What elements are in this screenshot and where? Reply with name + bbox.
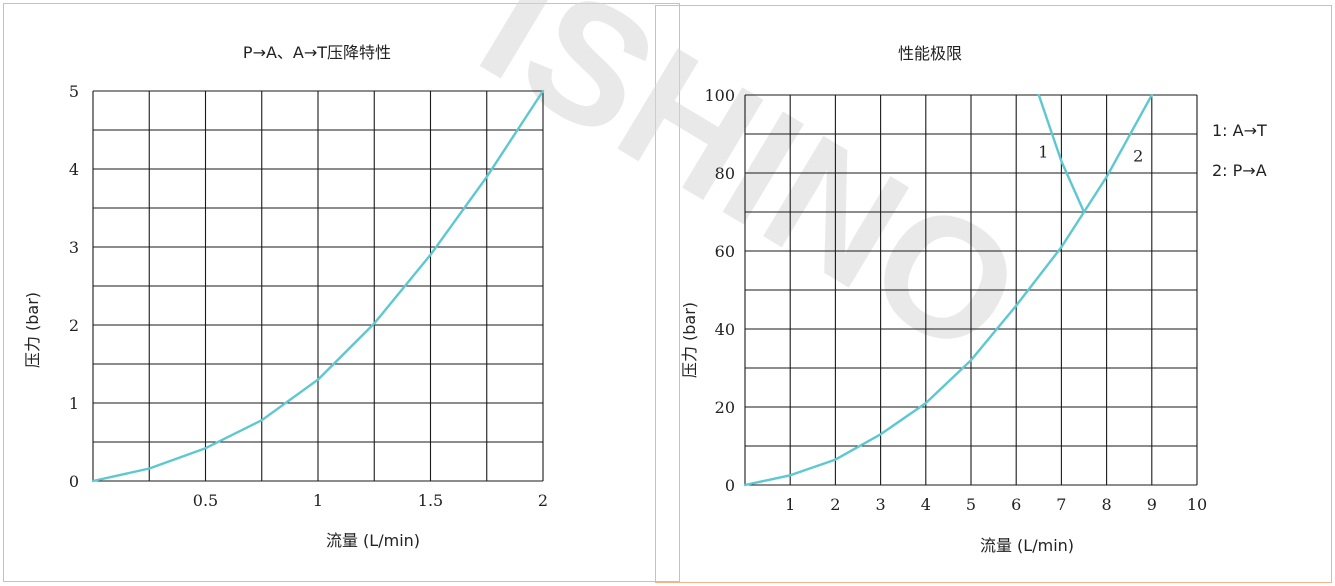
x-tick-label: 10	[1187, 495, 1207, 514]
x-tick-label: 5	[966, 495, 976, 514]
series-line-2	[743, 93, 1154, 487]
right-chart-legend-item-1: 1: A→T	[1212, 121, 1267, 140]
right-chart-grid	[744, 94, 1198, 486]
x-tick-label: 1	[313, 491, 323, 510]
curve-label-1: 1	[1038, 142, 1048, 161]
left-chart-grid	[92, 90, 544, 482]
x-tick-label: 7	[1056, 495, 1066, 514]
chart-panel-left	[3, 3, 680, 582]
y-tick-label: 4	[69, 160, 79, 179]
y-tick-label: 0	[725, 476, 735, 495]
x-tick-label: 2	[538, 491, 548, 510]
right-chart-series	[743, 93, 1154, 487]
y-tick-label: 20	[715, 398, 735, 417]
x-tick-label: 3	[876, 495, 886, 514]
x-tick-label: 0.5	[193, 491, 218, 510]
left-chart-xlabel: 流量 (L/min)	[326, 531, 420, 550]
y-tick-label: 1	[69, 394, 79, 413]
y-tick-label: 3	[69, 238, 79, 257]
x-tick-label: 8	[1102, 495, 1112, 514]
y-tick-label: 5	[69, 82, 79, 101]
x-tick-label: 6	[1011, 495, 1021, 514]
left-chart-ylabel: 压力 (bar)	[23, 292, 42, 368]
series-line-1	[1037, 93, 1086, 214]
right-chart-title: 性能极限	[898, 44, 962, 63]
x-tick-label: 9	[1147, 495, 1157, 514]
y-tick-label: 40	[715, 320, 735, 339]
y-tick-label: 2	[69, 316, 79, 335]
x-tick-label: 1	[785, 495, 795, 514]
x-tick-label: 2	[830, 495, 840, 514]
y-tick-label: 80	[715, 164, 735, 183]
y-tick-label: 0	[69, 472, 79, 491]
left-chart-series	[91, 89, 545, 483]
left-chart-ticks: 0.5 1 1.5 2 0 1 2 3 4 5	[69, 82, 548, 510]
right-chart-ylabel: 压力 (bar)	[680, 302, 699, 378]
x-tick-label: 1.5	[418, 491, 443, 510]
chart-panel-right	[655, 5, 1332, 583]
right-chart-legend-item-2: 2: P→A	[1212, 161, 1267, 180]
y-tick-label: 60	[715, 242, 735, 261]
x-tick-label: 4	[921, 495, 931, 514]
right-chart-xlabel: 流量 (L/min)	[980, 536, 1074, 555]
series-line-1	[91, 89, 545, 483]
left-chart-title: P→A、A→T压降特性	[243, 43, 391, 62]
y-tick-label: 100	[704, 86, 735, 105]
curve-label-2: 2	[1133, 146, 1143, 165]
